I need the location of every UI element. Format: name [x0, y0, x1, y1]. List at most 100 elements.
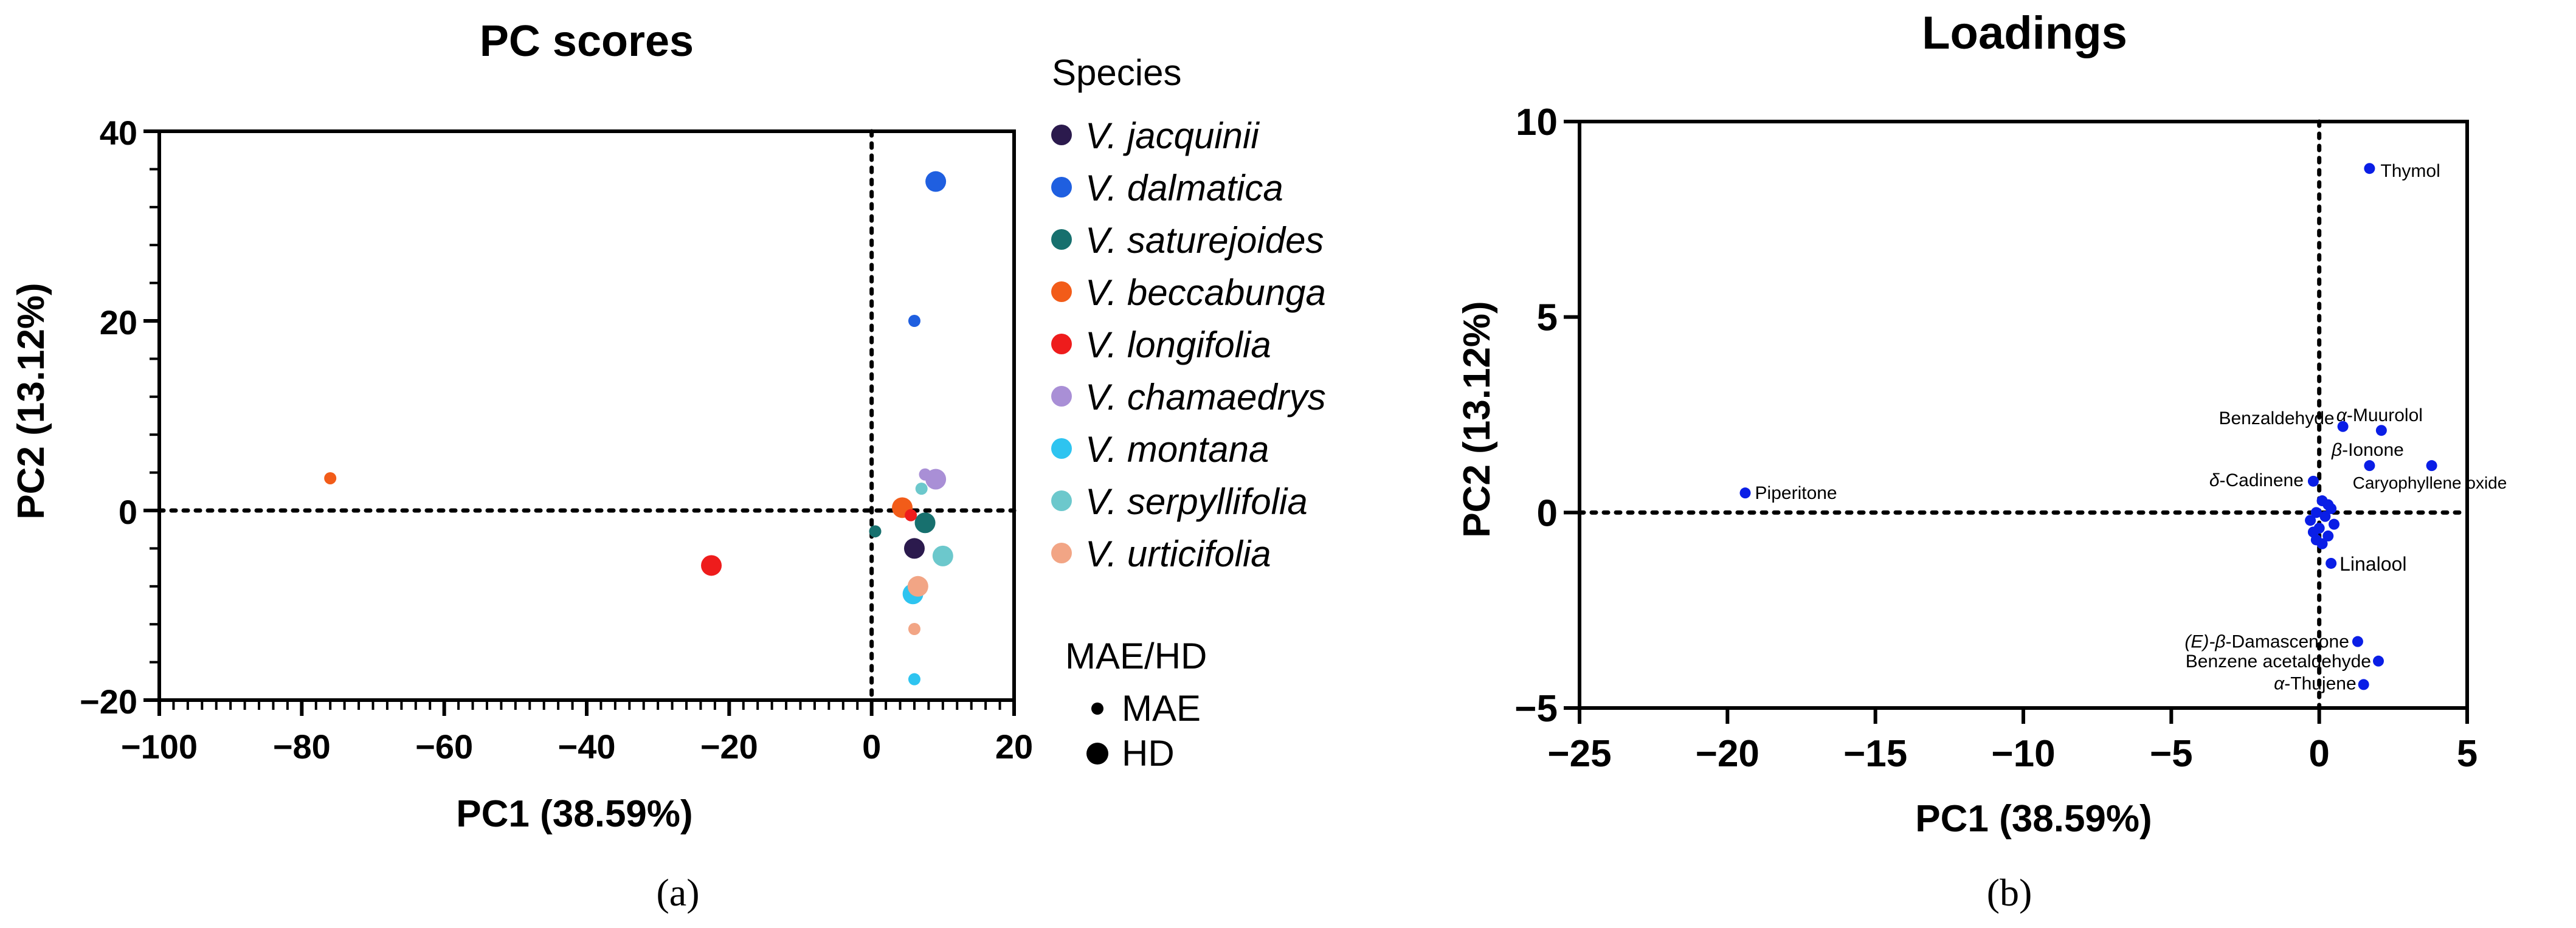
legend-label: V. chamaedrys [1085, 377, 1326, 418]
loading-label: (E)-β-Damascenone [2184, 632, 2349, 652]
legend-label: V. longifolia [1085, 325, 1271, 365]
loading-label: Caryophyllene oxide [2353, 473, 2507, 492]
loading-point [2352, 636, 2363, 647]
x-tick-label: 5 [2457, 733, 2478, 775]
loading-point [2337, 421, 2349, 432]
x-tick-label: −60 [415, 727, 473, 766]
legend-label: V. jacquinii [1085, 115, 1260, 156]
legend-marker [1051, 386, 1072, 407]
data-point [908, 623, 920, 635]
data-point [324, 472, 337, 484]
loading-point [1739, 487, 1751, 499]
legend-label: V. serpyllifolia [1085, 481, 1308, 522]
legend-marker [1051, 281, 1072, 302]
legend-marker [1051, 177, 1072, 198]
plot-frame [157, 129, 1016, 702]
x-tick-label: −15 [1843, 733, 1907, 775]
data-point [919, 468, 931, 481]
legend-marker [1051, 438, 1072, 459]
legend-marker [1051, 334, 1072, 354]
chart-title: Loadings [1922, 7, 2127, 59]
legend: Species V. jacquinii V. dalmatica V. satur… [1051, 52, 1326, 774]
legend-mae-label: MAE [1122, 688, 1201, 729]
pc-scores-chart: PC scores PC1 (38.59%) PC2 (13.12%) −100… [10, 17, 1326, 914]
x-tick-label: −25 [1547, 733, 1611, 775]
loading-point [2310, 507, 2322, 518]
loading-point [2364, 460, 2375, 472]
loadings-chart: Loadings PC1 (38.59%) PC2 (13.12%) −25 −2… [1456, 7, 2507, 914]
legend-mae-marker [1091, 703, 1103, 715]
loading-point [2310, 534, 2322, 546]
y-tick-label: −5 [1514, 688, 1558, 730]
legend-label: V. montana [1085, 429, 1269, 470]
y-tick-label: 5 [1537, 297, 1558, 339]
legend-marker [1051, 490, 1072, 511]
data-point [869, 525, 882, 538]
x-tick-label: −5 [2150, 733, 2193, 775]
legend-marker [1051, 229, 1072, 250]
legend-species-title: Species [1052, 52, 1181, 93]
x-tick-label: −40 [558, 727, 616, 766]
loading-point [2326, 503, 2337, 514]
x-tick-label: −10 [1991, 733, 2055, 775]
panel-label-b: (b) [1987, 871, 2032, 914]
x-tick-label: −20 [1696, 733, 1759, 775]
loading-point [2373, 655, 2384, 667]
legend-label: V. saturejoides [1085, 220, 1324, 261]
legend-hd-marker [1086, 743, 1108, 765]
data-point [925, 171, 947, 192]
y-axis-label: PC2 (13.12%) [1456, 301, 1498, 537]
x-tick-label: 20 [995, 727, 1033, 766]
data-point [908, 673, 920, 686]
loading-label: α-Thujene [2274, 673, 2357, 693]
panel-label-a: (a) [656, 871, 699, 914]
data-point [905, 509, 917, 521]
y-axis-label: PC2 (13.12%) [10, 283, 52, 519]
legend-hd-label: HD [1122, 733, 1175, 774]
data-point [932, 545, 953, 566]
loading-label: β-Ionone [2331, 440, 2404, 460]
y-tick-label: 20 [100, 303, 137, 342]
x-tick-label: 0 [862, 727, 881, 766]
data-point [701, 555, 722, 576]
y-tick-label: 0 [119, 493, 137, 531]
loading-point [2364, 163, 2375, 174]
loading-point [2319, 510, 2331, 522]
x-tick-label: −100 [121, 727, 198, 766]
x-axis-label: PC1 (38.59%) [1915, 798, 2152, 840]
loading-label: α-Muurolol [2336, 405, 2423, 425]
loading-label: δ-Cadinene [2209, 470, 2304, 490]
loading-label: Linalool [2339, 553, 2406, 575]
y-tick-label: −20 [80, 682, 137, 721]
loading-point [2305, 515, 2316, 526]
data-point [903, 538, 925, 559]
data-point [908, 315, 920, 327]
loading-point [2307, 475, 2319, 487]
x-axis-label: PC1 (38.59%) [456, 793, 692, 835]
legend-method-title: MAE/HD [1065, 636, 1207, 676]
y-tick-label: 40 [100, 114, 137, 152]
legend-marker [1051, 125, 1072, 145]
legend-marker [1051, 543, 1072, 563]
loading-point [2329, 518, 2339, 530]
legend-label: V. urticifolia [1085, 534, 1271, 574]
loading-point [2358, 679, 2369, 690]
loading-label: Piperitone [1755, 483, 1837, 503]
x-tick-label: −80 [273, 727, 331, 766]
loading-point [2322, 530, 2334, 541]
loading-point [2426, 460, 2437, 472]
x-tick-label: 0 [2308, 733, 2329, 775]
loading-label: Benzene acetaldehyde [2186, 651, 2371, 672]
loading-label: Benzaldehyde [2219, 408, 2334, 428]
chart-title: PC scores [480, 17, 694, 66]
y-tick-label: 10 [1516, 101, 1558, 143]
loading-point [2326, 557, 2337, 569]
data-point [907, 576, 928, 597]
x-tick-label: −20 [700, 727, 758, 766]
y-tick-label: 0 [1537, 492, 1558, 534]
legend-label: V. beccabunga [1085, 272, 1326, 313]
loading-point [2375, 425, 2387, 436]
data-point [915, 483, 928, 495]
data-point [914, 512, 936, 534]
